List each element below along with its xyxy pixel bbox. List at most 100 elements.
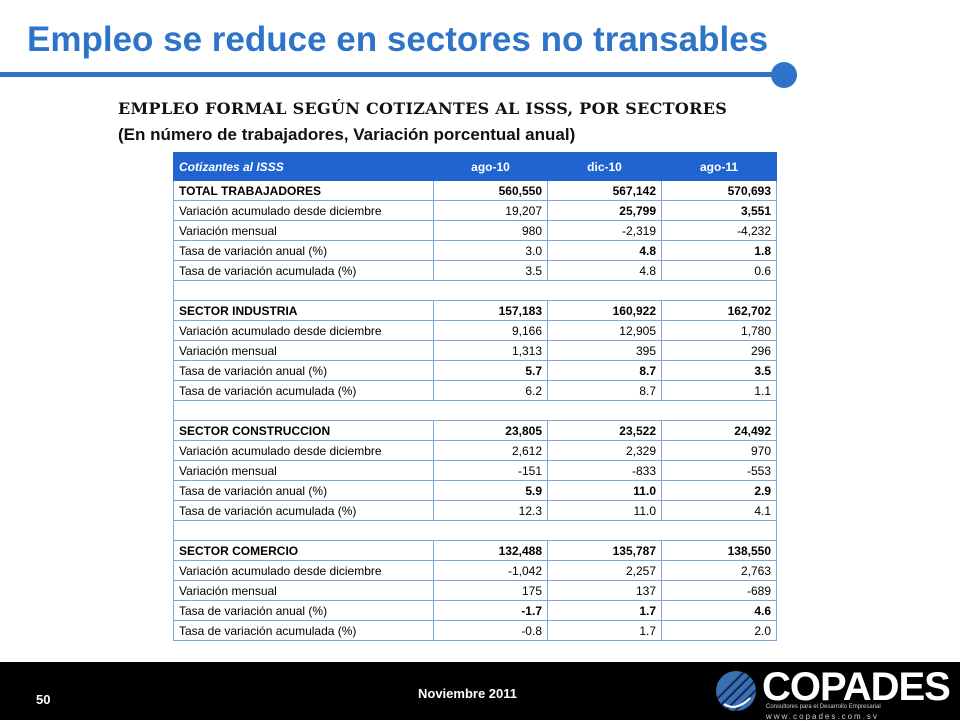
table-row: Tasa de variación anual (%) 5.7 8.7 3.5: [173, 360, 777, 381]
page-number: 50: [36, 692, 51, 707]
table-row: Variación mensual 175 137 -689: [173, 580, 777, 601]
row-label: Tasa de variación acumulada (%): [173, 500, 434, 521]
cell-value: 4.8: [547, 240, 662, 261]
table-row: Tasa de variación acumulada (%) 12.3 11.…: [173, 500, 777, 521]
cell-value: -4,232: [661, 220, 777, 241]
table-row: Tasa de variación anual (%) 3.0 4.8 1.8: [173, 240, 777, 261]
cell-value: 2,612: [433, 440, 548, 461]
cell-value: 23,522: [547, 420, 662, 441]
cell-value: 1.7: [547, 620, 662, 641]
footer-date: Noviembre 2011: [418, 686, 518, 701]
copades-globe-icon: [716, 671, 756, 711]
header-dic-10: dic-10: [547, 152, 662, 181]
cell-value: 395: [547, 340, 662, 361]
cell-value: 12.3: [433, 500, 548, 521]
cell-value: 11.0: [547, 500, 662, 521]
cell-value: 970: [661, 440, 777, 461]
cell-value: -553: [661, 460, 777, 481]
cell-value: 12,905: [547, 320, 662, 341]
cell-value: 5.9: [433, 480, 548, 501]
row-label: Variación mensual: [173, 340, 434, 361]
cell-value: -0.8: [433, 620, 548, 641]
cell-value: 19,207: [433, 200, 548, 221]
cell-value: 3.0: [433, 240, 548, 261]
cell-value: 1.8: [661, 240, 777, 261]
cell-value: 25,799: [547, 200, 662, 221]
footer-bar: [0, 662, 960, 720]
table-row: Tasa de variación acumulada (%) 3.5 4.8 …: [173, 260, 777, 281]
cell-value: 4.1: [661, 500, 777, 521]
cell-value: 4.6: [661, 600, 777, 621]
row-label: Tasa de variación acumulada (%): [173, 380, 434, 401]
table-row-total-trabajadores: TOTAL TRABAJADORES 560,550 567,142 570,6…: [173, 180, 777, 201]
table-row-sector-comercio: SECTOR COMERCIO 132,488 135,787 138,550: [173, 540, 777, 561]
table-header-row: Cotizantes al ISSS ago-10 dic-10 ago-11: [173, 152, 777, 181]
cell-value: 175: [433, 580, 548, 601]
title-underline: [0, 72, 778, 77]
cell-value: 2,329: [547, 440, 662, 461]
table-row: Variación mensual 980 -2,319 -4,232: [173, 220, 777, 241]
table-row: Variación acumulado desde diciembre 19,2…: [173, 200, 777, 221]
cell-value: 8.7: [547, 360, 662, 381]
cell-value: 570,693: [661, 180, 777, 201]
cell-value: 132,488: [433, 540, 548, 561]
row-label: Tasa de variación anual (%): [173, 600, 434, 621]
cell-value: 1.7: [547, 600, 662, 621]
cell-value: -1.7: [433, 600, 548, 621]
cell-value: 2,763: [661, 560, 777, 581]
row-label: Variación acumulado desde diciembre: [173, 560, 434, 581]
row-label: Variación acumulado desde diciembre: [173, 320, 434, 341]
logo-wordmark: COPADES: [762, 665, 951, 709]
table-spacer-row: [173, 400, 777, 421]
row-label: SECTOR COMERCIO: [173, 540, 434, 561]
row-label: Variación mensual: [173, 460, 434, 481]
copades-logo: COPADES Consultores para el Desarrollo E…: [700, 662, 960, 721]
header-ago-11: ago-11: [661, 152, 777, 181]
row-label: Variación acumulado desde diciembre: [173, 200, 434, 221]
cell-value: 2.0: [661, 620, 777, 641]
cell-value: -151: [433, 460, 548, 481]
table-row: Variación mensual 1,313 395 296: [173, 340, 777, 361]
row-label: Variación mensual: [173, 220, 434, 241]
cell-value: 138,550: [661, 540, 777, 561]
cell-value: -1,042: [433, 560, 548, 581]
cell-value: 567,142: [547, 180, 662, 201]
row-label: TOTAL TRABAJADORES: [173, 180, 434, 201]
logo-url: www.copades.com.sv: [766, 712, 879, 721]
cell-value: -689: [661, 580, 777, 601]
cell-value: 0.6: [661, 260, 777, 281]
table-spacer-row: [173, 520, 777, 541]
cell-value: 2.9: [661, 480, 777, 501]
row-label: Tasa de variación anual (%): [173, 360, 434, 381]
cell-value: 157,183: [433, 300, 548, 321]
table-row: Variación acumulado desde diciembre 2,61…: [173, 440, 777, 461]
row-label: Variación mensual: [173, 580, 434, 601]
cell-value: 3,551: [661, 200, 777, 221]
cell-value: 23,805: [433, 420, 548, 441]
cell-value: 24,492: [661, 420, 777, 441]
cell-value: 6.2: [433, 380, 548, 401]
cell-value: 2,257: [547, 560, 662, 581]
cell-value: -833: [547, 460, 662, 481]
table-spacer-row: [173, 280, 777, 301]
header-ago-10: ago-10: [433, 152, 548, 181]
cell-value: -2,319: [547, 220, 662, 241]
table-row: Tasa de variación acumulada (%) 6.2 8.7 …: [173, 380, 777, 401]
cell-value: 137: [547, 580, 662, 601]
table-row: Tasa de variación acumulada (%) -0.8 1.7…: [173, 620, 777, 641]
table-units-note: (En número de trabajadores, Variación po…: [118, 125, 576, 144]
row-label: Tasa de variación anual (%): [173, 480, 434, 501]
cell-value: 11.0: [547, 480, 662, 501]
logo-tagline: Consultores para el Desarrollo Empresari…: [766, 704, 881, 710]
table-row: Variación acumulado desde diciembre -1,0…: [173, 560, 777, 581]
table-row-sector-industria: SECTOR INDUSTRIA 157,183 160,922 162,702: [173, 300, 777, 321]
cell-value: 1,780: [661, 320, 777, 341]
cell-value: 1.1: [661, 380, 777, 401]
cell-value: 162,702: [661, 300, 777, 321]
cell-value: 3.5: [433, 260, 548, 281]
table-title: EMPLEO FORMAL SEGÚN COTIZANTES AL ISSS, …: [118, 99, 728, 118]
table-row: Variación acumulado desde diciembre 9,16…: [173, 320, 777, 341]
cell-value: 5.7: [433, 360, 548, 381]
cell-value: 560,550: [433, 180, 548, 201]
table-row-sector-construccion: SECTOR CONSTRUCCION 23,805 23,522 24,492: [173, 420, 777, 441]
